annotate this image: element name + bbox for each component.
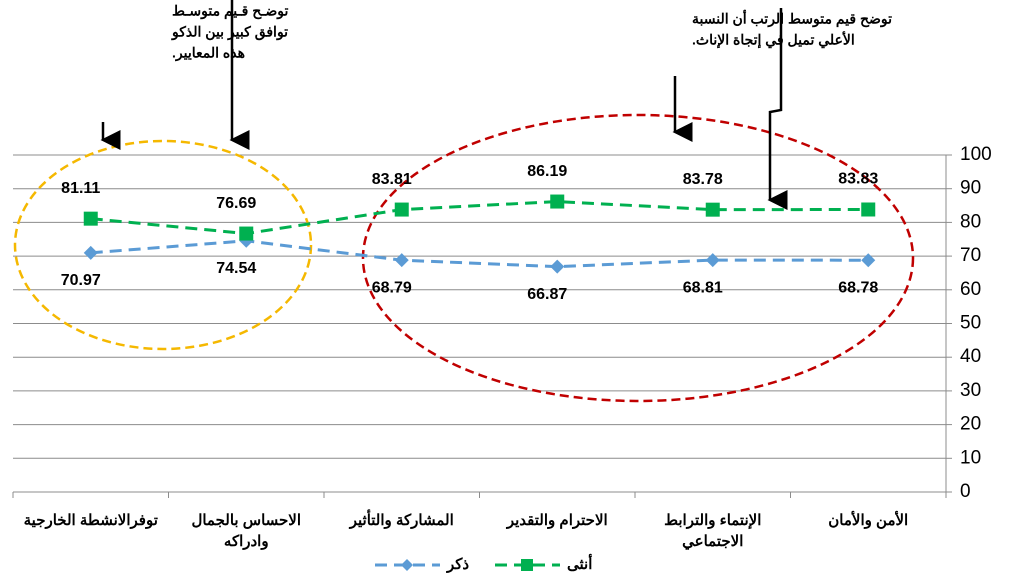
y-tick-label: 90	[960, 178, 981, 199]
marker	[550, 194, 565, 209]
marker	[394, 202, 409, 217]
x-tick-label: المشاركة والتأثير	[349, 512, 454, 529]
marker	[239, 226, 254, 241]
data-label: 86.19	[527, 163, 567, 180]
x-tick-label: الاحساس بالجمال وادراكه	[191, 512, 302, 550]
annotation: الأعلي تميل في إتجاة الإناث.	[692, 31, 855, 50]
y-tick-label: 0	[960, 481, 971, 502]
marker	[861, 202, 876, 217]
marker	[83, 211, 98, 226]
annotation: هذه المعايير.	[172, 45, 245, 62]
data-label: 83.81	[372, 171, 412, 188]
data-label: 70.97	[61, 272, 101, 289]
y-tick-label: 70	[960, 245, 981, 266]
legend-marker	[401, 559, 413, 571]
y-tick-label: 10	[960, 447, 981, 468]
y-tick-label: 60	[960, 279, 981, 300]
y-tick-label: 100	[960, 144, 992, 165]
y-tick-label: 20	[960, 414, 981, 435]
data-label: 76.69	[216, 195, 256, 212]
marker	[705, 202, 720, 217]
series-line	[90, 239, 869, 269]
x-tick-label: الاحترام والتقدير	[506, 512, 608, 529]
highlight-ellipse	[361, 113, 915, 403]
marker	[705, 253, 720, 268]
marker	[550, 259, 565, 274]
annotation: توضـح قـيم متوسـط	[172, 3, 288, 20]
marker	[83, 245, 98, 260]
y-tick-label: 30	[960, 380, 981, 401]
marker	[861, 253, 876, 268]
legend-label: أنثى	[567, 553, 592, 573]
legend-marker	[521, 559, 533, 571]
data-label: 83.78	[683, 171, 723, 188]
x-tick-label: توفرالانشطة الخارجية	[23, 512, 158, 529]
series-line	[90, 200, 869, 236]
arrow	[767, 8, 788, 210]
annotation: توضح قيم متوسط الرتب أن النسبة	[692, 9, 892, 28]
legend-label: ذكر	[446, 556, 469, 573]
data-label: 83.83	[838, 171, 878, 188]
data-label: 68.79	[372, 279, 412, 296]
x-tick-label: الأمن والأمان	[828, 512, 909, 529]
x-tick-label: الإنتماء والترابط الاجتماعي	[664, 512, 762, 550]
data-label: 81.11	[61, 180, 100, 197]
highlight-ellipse	[13, 139, 313, 351]
y-tick-label: 50	[960, 313, 981, 334]
annotation: توافق كبير بين الذكو	[171, 24, 288, 41]
data-label: 74.54	[216, 260, 256, 277]
data-label: 68.78	[838, 279, 878, 296]
data-label: 66.87	[527, 286, 567, 303]
data-label: 68.81	[683, 279, 723, 296]
marker	[394, 253, 409, 268]
y-tick-label: 80	[960, 211, 981, 232]
y-tick-label: 40	[960, 346, 981, 367]
